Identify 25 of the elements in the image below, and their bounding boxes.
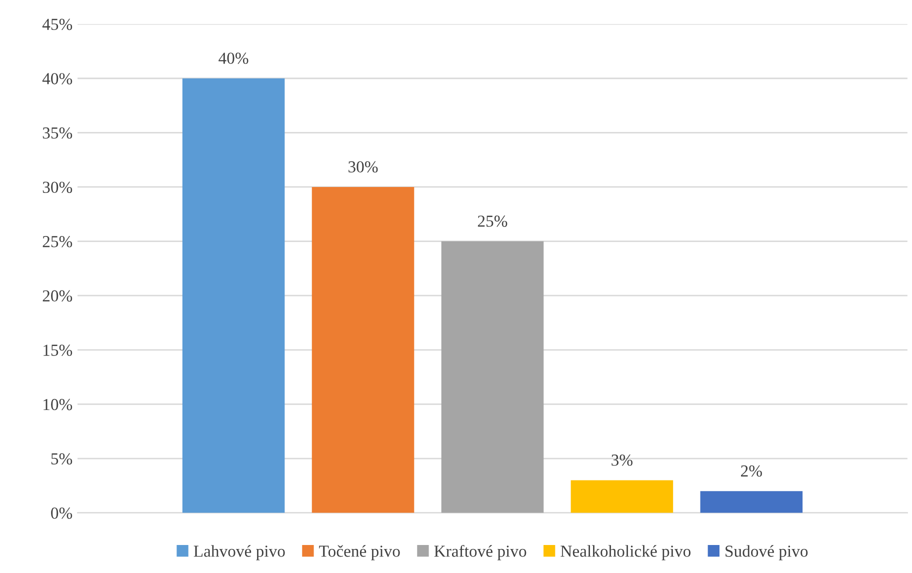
y-tick-label: 10% (44, 398, 72, 410)
bar (570, 480, 674, 513)
y-tick-label: 0% (51, 508, 72, 519)
y-tick-label: 25% (42, 236, 72, 248)
y-tick-label: 5% (51, 453, 72, 465)
legend-label: Lahvové pivo (194, 545, 285, 560)
legend-label: Točené pivo (319, 545, 400, 560)
data-label: 40% (218, 52, 248, 64)
bar (312, 186, 414, 513)
bar (441, 241, 544, 513)
legend-label: Kraftové pivo (434, 544, 526, 560)
bar (182, 78, 285, 513)
y-tick-label: 45% (42, 18, 72, 30)
data-label: 2% (741, 465, 762, 477)
y-tick-label: 20% (42, 290, 72, 302)
bar (700, 491, 803, 513)
y-tick-label: 40% (42, 73, 72, 84)
y-tick-label: 15% (44, 344, 72, 356)
data-label: 25% (478, 216, 508, 227)
legend-label: Sudové pivo (726, 545, 808, 560)
y-tick-label: 35% (42, 127, 72, 139)
data-label: 3% (612, 454, 632, 466)
legend-label: Nealkoholické pivo (560, 545, 691, 560)
y-tick-label: 30% (42, 182, 72, 193)
data-label: 30% (348, 161, 378, 173)
